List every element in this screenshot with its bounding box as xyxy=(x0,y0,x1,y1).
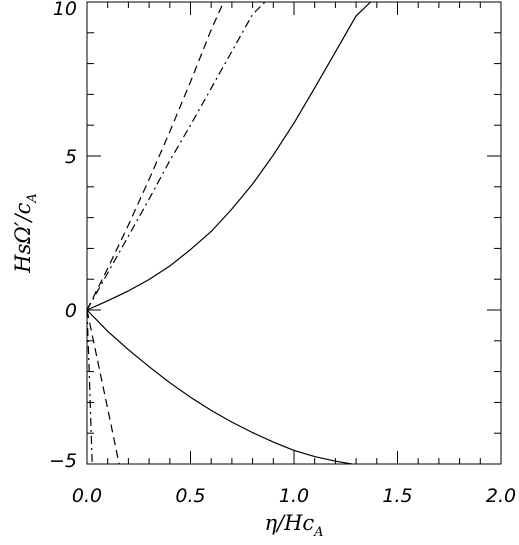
x-tick-label: 0.0 xyxy=(72,485,102,507)
series-layer xyxy=(86,1,372,465)
x-tick-labels: 0.0 0.5 1.0 1.5 2.0 xyxy=(72,485,516,507)
x-tick-label: 0.5 xyxy=(175,485,205,507)
series-line-dashdot-5 xyxy=(86,1,266,311)
series-line-dashdot-6 xyxy=(86,309,93,465)
major-ticks xyxy=(86,1,502,465)
y-tick-label: 0 xyxy=(65,300,77,322)
y-tick-label: −5 xyxy=(49,450,77,472)
x-tick-label: 1.0 xyxy=(279,485,309,507)
plot-frame xyxy=(86,1,502,465)
x-tick-label: 1.5 xyxy=(382,485,412,507)
y-tick-label: 5 xyxy=(65,146,77,168)
x-axis-label: η/HcA xyxy=(264,511,323,540)
series-line-dashed-3 xyxy=(86,1,225,311)
minor-ticks xyxy=(86,1,502,465)
y-axis-label: HsΩ′/cA xyxy=(11,193,40,274)
y-tick-label: 10 xyxy=(53,0,77,20)
series-line-solid-2 xyxy=(86,309,353,465)
series-line-solid-1 xyxy=(86,1,372,311)
y-tick-labels: −5 0 5 10 xyxy=(49,0,77,472)
x-tick-label: 2.0 xyxy=(486,485,516,507)
